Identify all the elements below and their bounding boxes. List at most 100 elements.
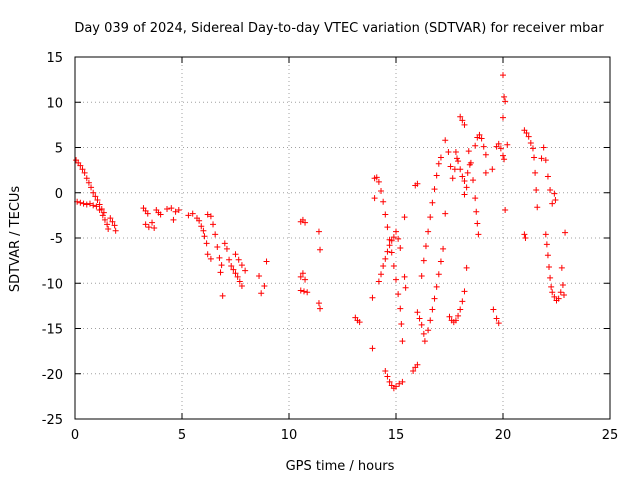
data-point: [297, 273, 304, 280]
data-point: [390, 234, 397, 241]
data-point: [142, 221, 149, 228]
data-point: [83, 201, 90, 208]
data-point: [382, 255, 389, 262]
data-point: [425, 327, 432, 334]
data-point: [544, 173, 551, 180]
data-point: [474, 220, 481, 227]
y-tick-label: 10: [46, 96, 63, 111]
data-point: [418, 321, 425, 328]
data-point: [497, 145, 504, 152]
data-point: [168, 205, 175, 212]
data-point: [449, 175, 456, 182]
data-point: [384, 224, 391, 231]
data-point: [472, 142, 479, 149]
data-point: [431, 295, 438, 302]
data-point: [384, 248, 391, 255]
data-point: [380, 263, 387, 270]
data-point: [502, 98, 509, 105]
data-point: [538, 155, 545, 162]
data-point: [457, 306, 464, 313]
y-tick-label: 5: [55, 142, 63, 157]
data-point: [300, 288, 307, 295]
data-point: [369, 345, 376, 352]
data-point: [378, 187, 385, 194]
data-point: [461, 121, 468, 128]
data-point: [437, 258, 444, 265]
data-point: [88, 184, 95, 191]
data-point: [216, 254, 223, 261]
data-point: [90, 202, 97, 209]
data-point: [79, 166, 86, 173]
data-point: [145, 224, 152, 231]
data-point: [425, 228, 432, 235]
data-point: [395, 235, 402, 242]
data-point: [542, 231, 549, 238]
data-point: [476, 131, 483, 138]
data-point: [189, 210, 196, 217]
x-tick-label: 5: [178, 428, 186, 443]
data-point: [390, 263, 397, 270]
data-point: [446, 313, 453, 320]
y-tick-label: -20: [42, 368, 63, 383]
data-point: [219, 292, 226, 299]
data-point: [447, 163, 454, 170]
data-point: [384, 373, 391, 380]
data-point: [302, 276, 309, 283]
data-point: [105, 225, 112, 232]
data-point: [525, 133, 532, 140]
data-point: [386, 242, 393, 249]
data-point: [414, 361, 421, 368]
data-point: [472, 195, 479, 202]
data-point: [463, 184, 470, 191]
y-tick-label: -25: [42, 413, 63, 428]
data-point: [144, 210, 151, 217]
data-point: [395, 291, 402, 298]
data-point: [414, 309, 421, 316]
data-point: [218, 262, 225, 269]
data-point: [421, 338, 428, 345]
data-point: [230, 266, 237, 273]
data-point: [398, 320, 405, 327]
data-point: [467, 159, 474, 166]
data-point: [242, 267, 249, 274]
data-point: [542, 157, 549, 164]
data-point: [214, 244, 221, 251]
data-point: [258, 290, 265, 297]
data-point: [356, 319, 363, 326]
data-point: [459, 117, 466, 124]
y-axis-label: SDTVAR / TECUs: [8, 186, 23, 293]
data-point: [495, 140, 502, 147]
data-point: [315, 300, 322, 307]
data-point: [559, 282, 566, 289]
data-point: [232, 270, 239, 277]
y-tick-label: -5: [50, 232, 63, 247]
data-point: [552, 196, 559, 203]
data-point: [204, 211, 211, 218]
data-point: [490, 306, 497, 313]
data-point: [149, 219, 156, 226]
axis-ticks: 0 5 10 15 20 25 15 10 5 0 -5 -10 -15 -20 -25: [42, 51, 619, 443]
data-point: [151, 225, 158, 232]
data-point: [77, 199, 84, 206]
data-point: [386, 378, 393, 385]
data-point: [371, 195, 378, 202]
data-point: [522, 235, 529, 241]
data-point: [393, 383, 399, 390]
data-point: [461, 177, 468, 184]
data-point: [558, 264, 565, 271]
data-point: [382, 368, 389, 375]
data-point: [157, 211, 164, 218]
data-point: [529, 145, 536, 152]
data-point: [445, 149, 452, 156]
data-point: [500, 72, 506, 79]
data-point: [547, 274, 554, 281]
data-point: [549, 200, 556, 207]
data-point: [109, 218, 116, 225]
data-point: [463, 264, 470, 271]
y-tick-label: -15: [42, 323, 63, 338]
data-point: [442, 210, 449, 217]
y-tick-label: 15: [46, 51, 63, 66]
data-point: [393, 228, 399, 235]
data-point: [107, 215, 114, 222]
